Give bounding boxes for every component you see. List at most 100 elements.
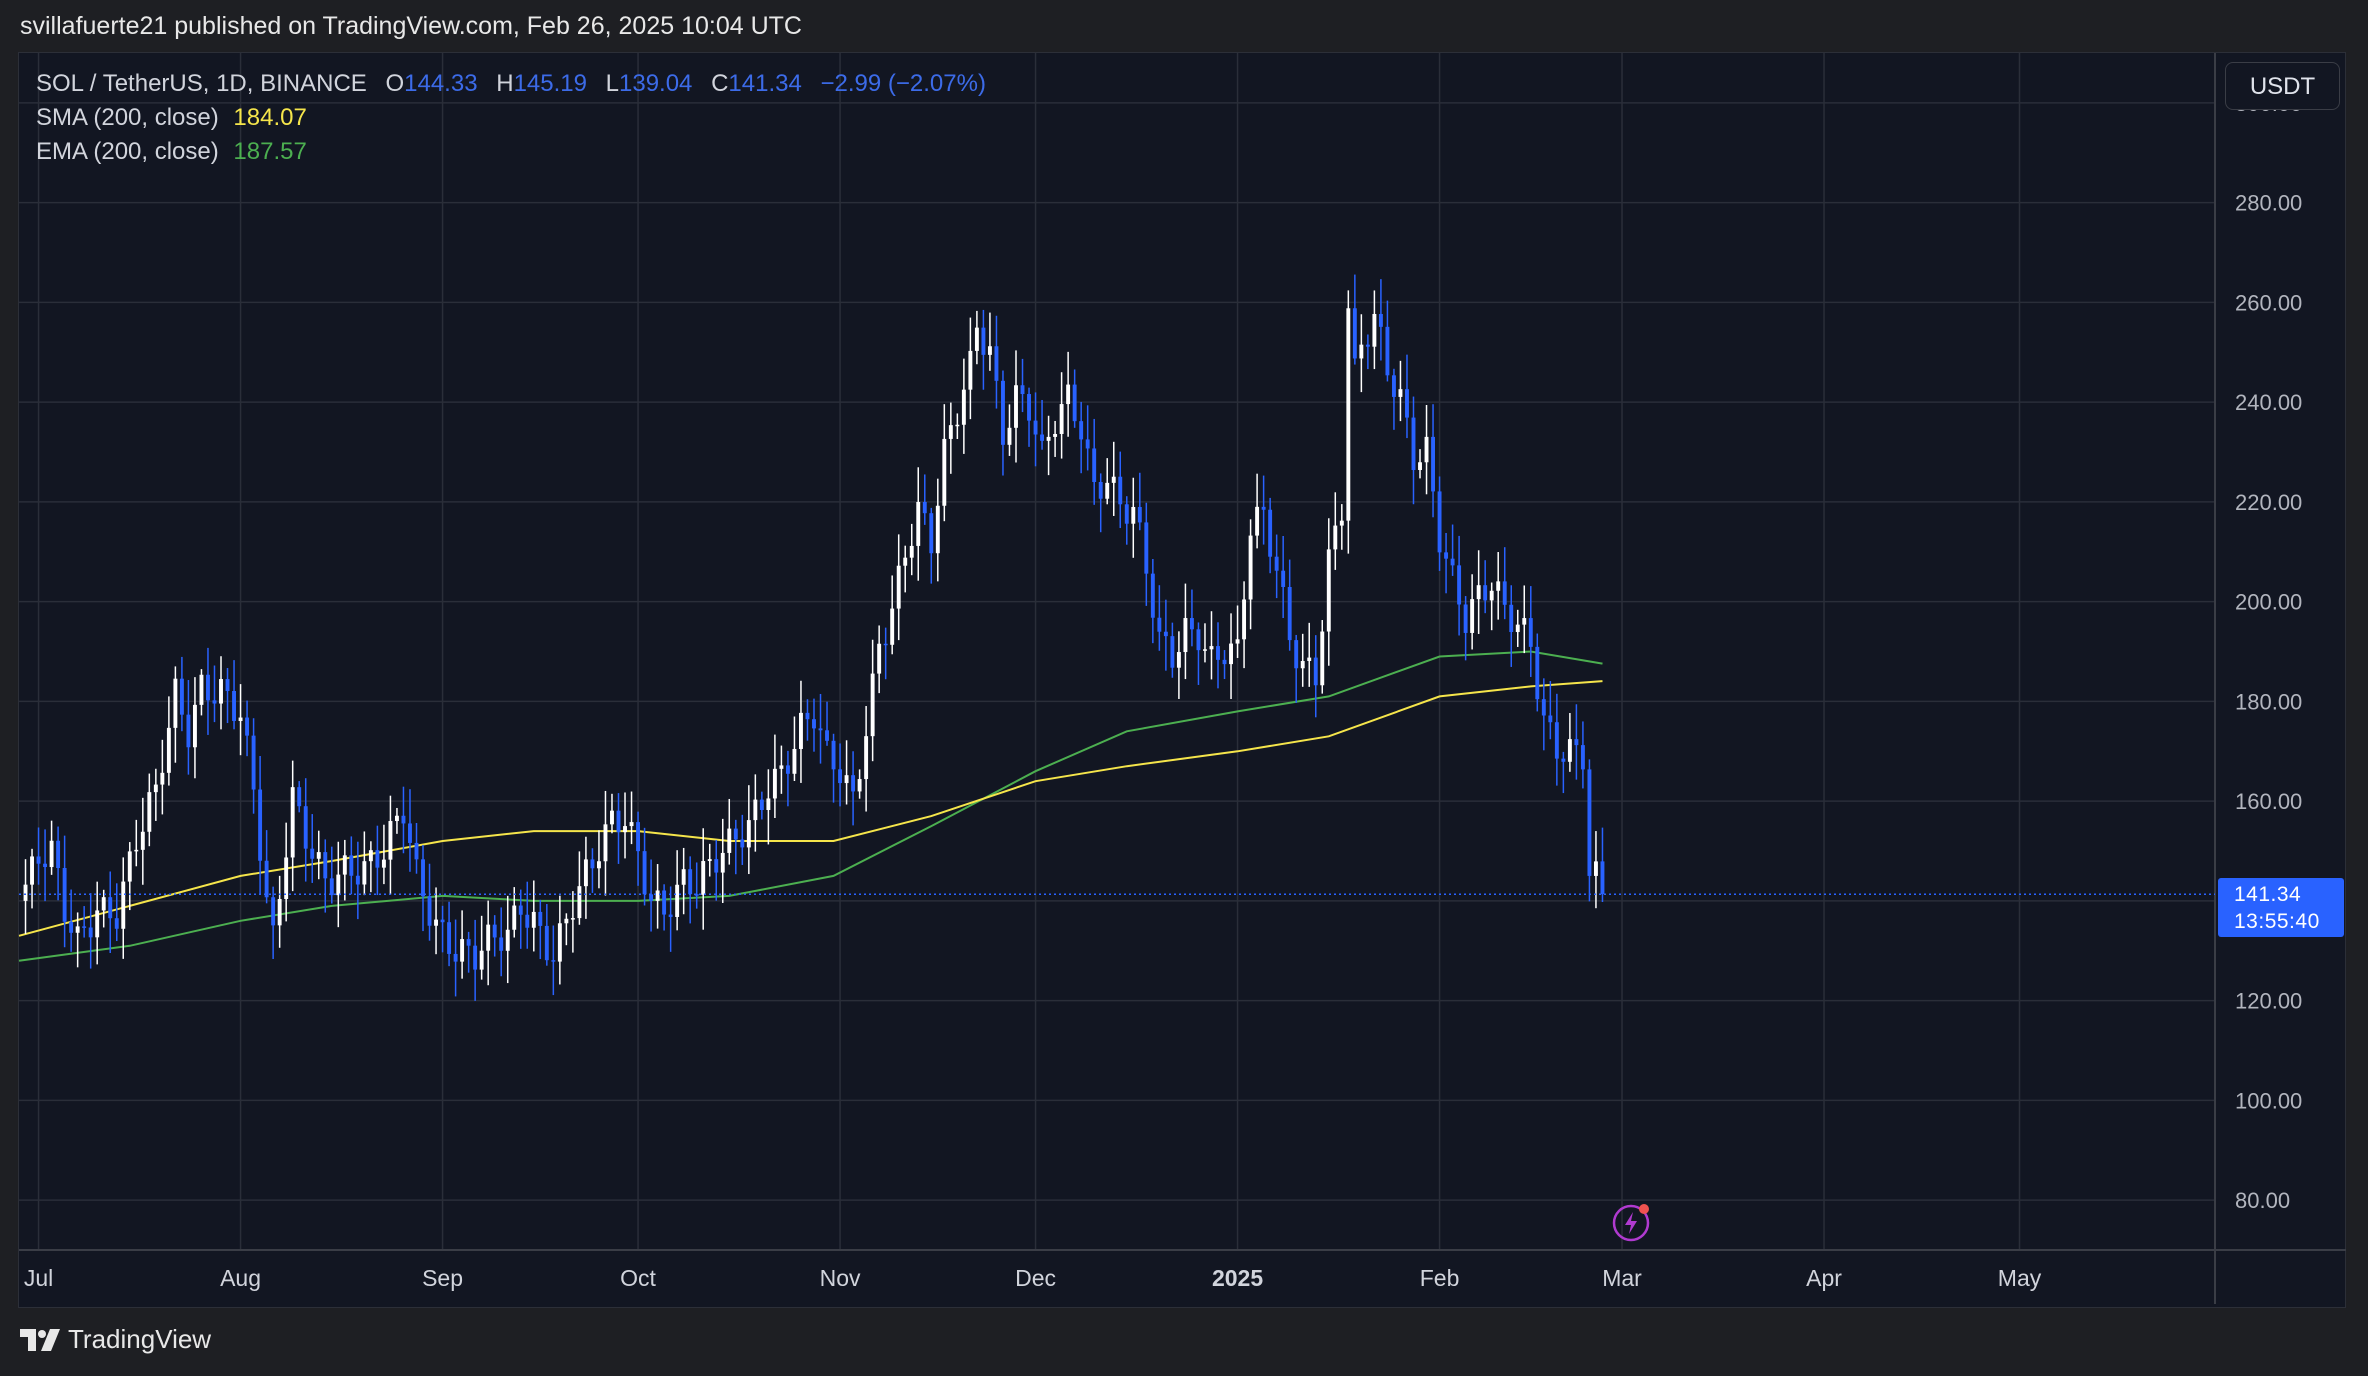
candle-body (629, 822, 634, 827)
candle-body (1040, 434, 1045, 441)
candle-body (1476, 585, 1481, 600)
candle-body (590, 859, 595, 869)
candle-body (258, 789, 263, 861)
candle-body (1235, 639, 1240, 644)
time-tick-label: Aug (220, 1265, 261, 1291)
candle-body (759, 799, 764, 811)
candle-body (342, 855, 347, 875)
candle-body (349, 855, 354, 876)
candle-body (922, 501, 927, 514)
candle-body (114, 918, 119, 929)
candle-body (1007, 427, 1012, 445)
candle-body (166, 727, 171, 773)
candle-body (1072, 384, 1077, 422)
candle-body (1398, 389, 1403, 397)
open-label: O (385, 70, 405, 97)
candle-body (1274, 556, 1279, 571)
candle-body (1079, 421, 1084, 440)
last-price-value: 141.34 (2234, 883, 2302, 906)
candle-body (870, 673, 875, 737)
candle-body (408, 823, 412, 843)
candle-body (1111, 476, 1116, 483)
candle-body (1548, 715, 1553, 723)
candle-body (1326, 549, 1331, 632)
symbol-name[interactable]: SOL / TetherUS, 1D, BINANCE (36, 70, 367, 97)
candle-body (1307, 657, 1312, 662)
candle-body (961, 389, 966, 425)
price-tick-label: 80.00 (2235, 1188, 2290, 1213)
candle-body (251, 735, 256, 790)
candle-body (649, 894, 654, 901)
ema-legend[interactable]: EMA (200, close) 187.57 (36, 138, 307, 166)
candle-body (473, 945, 478, 970)
candle-body (1105, 482, 1110, 499)
candle-body (1176, 652, 1181, 668)
candle-body (623, 826, 627, 833)
candle-body (544, 925, 549, 961)
chart-area[interactable] (18, 52, 2346, 1308)
candle-body (1209, 646, 1214, 650)
candle-body (864, 736, 869, 780)
candle-body (368, 850, 373, 862)
candle-body (1189, 618, 1194, 630)
price-tick-label: 120.00 (2235, 989, 2302, 1014)
time-tick-label: Oct (620, 1265, 656, 1291)
candle-body (694, 894, 699, 896)
candle-body (1457, 565, 1462, 605)
high-value: 145.19 (513, 70, 587, 97)
candle-body (1059, 404, 1064, 434)
candle-body (1574, 739, 1579, 746)
candle-body (1300, 661, 1305, 669)
candle-body (414, 842, 419, 860)
open-value: 144.33 (404, 70, 478, 97)
candle-body (896, 565, 901, 609)
candle-body (929, 513, 934, 554)
candle-body (948, 425, 953, 439)
candle-body (153, 784, 158, 793)
candle-body (844, 775, 849, 784)
candle-body (1163, 631, 1168, 637)
candle-body (1541, 699, 1546, 716)
candle-body (30, 856, 34, 885)
candle-body (219, 679, 223, 704)
candle-body (492, 924, 497, 938)
candle-body (75, 926, 80, 933)
candle-body (375, 850, 380, 868)
time-tick-label: Dec (1015, 1265, 1056, 1291)
candle-body (1489, 590, 1494, 601)
candle-body (147, 792, 152, 832)
candle-body (336, 874, 341, 896)
candle-body (1261, 506, 1266, 510)
candle-body (1124, 504, 1129, 524)
candle-body (531, 911, 536, 928)
candle-body (1593, 861, 1598, 876)
candle-body (1183, 618, 1188, 653)
candle-body (577, 886, 582, 919)
candle-body (1118, 476, 1123, 505)
candle-body (238, 717, 243, 721)
candle-body (1561, 758, 1566, 762)
candle-body (512, 905, 517, 930)
tradingview-footer-logo[interactable]: TradingView (20, 1324, 211, 1355)
candle-body (968, 350, 973, 390)
ema-value: 187.57 (233, 138, 307, 165)
price-tick-label: 280.00 (2235, 191, 2302, 216)
candle-body (825, 730, 829, 741)
currency-button[interactable]: USDT (2225, 62, 2340, 110)
sma-label: SMA (200, close) (36, 104, 219, 131)
candle-body (707, 859, 712, 862)
candle-body (1001, 380, 1005, 445)
price-tick-label: 260.00 (2235, 290, 2302, 315)
candle-body (818, 728, 823, 731)
candle-body (23, 884, 28, 901)
candle-body (232, 690, 236, 721)
candle-body (785, 765, 790, 774)
candle-body (303, 806, 308, 849)
candle-body (1424, 436, 1429, 463)
flash-icon[interactable] (1610, 1200, 1654, 1244)
candle-body (277, 899, 282, 926)
candle-body (857, 779, 862, 792)
sma-legend[interactable]: SMA (200, close) 184.07 (36, 104, 307, 132)
candle-body (1144, 522, 1149, 574)
